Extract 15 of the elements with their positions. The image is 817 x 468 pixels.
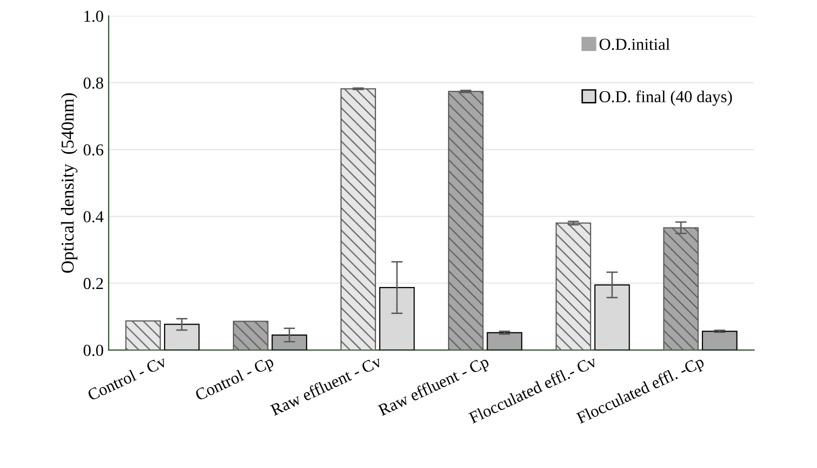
y-tick-label: 0.6 [84,144,104,156]
y-tick-label: 0.8 [84,77,104,89]
y-tick-label: 1.0 [84,10,104,22]
bar [379,287,415,350]
bar [164,324,200,350]
legend-label: O.D.initial [600,38,670,50]
y-tick-label: 0.0 [84,344,104,356]
y-tick-label: 0.2 [84,278,103,290]
bar [272,334,308,350]
bar [486,332,522,350]
bar [702,330,738,350]
bar [594,284,630,350]
y-tick-label: 0.4 [84,211,104,222]
y-axis-title: Optical density (540nm) [60,93,78,273]
legend-label: O.D. final (40 days) [600,90,732,106]
